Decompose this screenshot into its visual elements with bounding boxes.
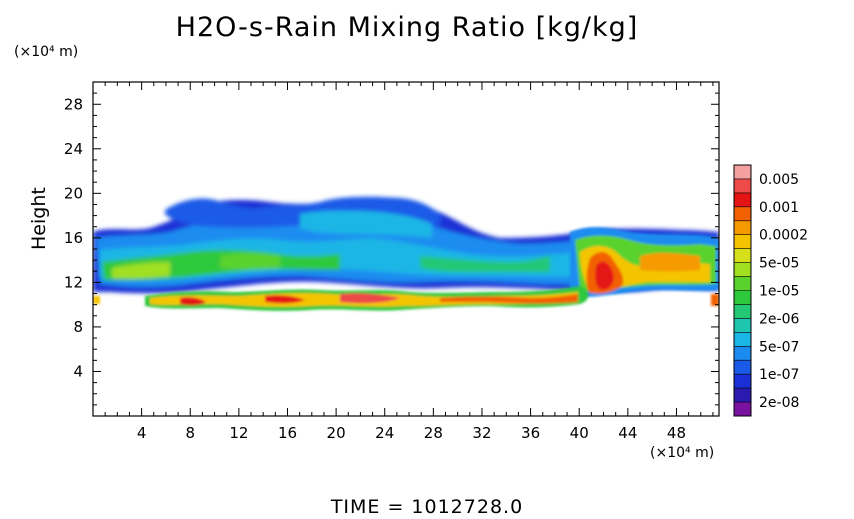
colorbar-swatch <box>734 262 751 277</box>
x-tick-label: 16 <box>278 424 297 442</box>
x-tick-label: 12 <box>229 424 248 442</box>
colorbar-swatch <box>734 248 751 264</box>
lower-band-region <box>93 286 719 311</box>
colorbar-label: 0.005 <box>759 172 799 188</box>
y-tick-label: 8 <box>73 318 83 336</box>
colorbar-swatch <box>734 360 751 375</box>
colorbar-swatch <box>734 402 751 417</box>
colorbar <box>733 164 752 417</box>
colorbar-swatch <box>734 192 751 208</box>
colorbar-swatch <box>734 290 751 305</box>
colorbar-label: 2e-06 <box>759 311 799 327</box>
colorbar-label: 1e-07 <box>759 367 799 383</box>
field-layer <box>93 196 719 311</box>
colorbar-swatch <box>734 318 751 333</box>
colorbar-label: 5e-05 <box>759 256 799 272</box>
y-tick-label: 20 <box>64 184 83 202</box>
colorbar-swatch <box>734 304 751 319</box>
x-tick-label: 36 <box>521 424 540 442</box>
x-tick-label: 24 <box>375 424 394 442</box>
x-tick-label: 32 <box>472 424 491 442</box>
colorbar-frame <box>733 164 752 417</box>
colorbar-label: 0.001 <box>759 200 799 216</box>
colorbar-swatch <box>734 332 751 347</box>
y-tick-label: 28 <box>64 95 83 113</box>
colorbar-swatch <box>734 178 751 194</box>
colorbar-swatch <box>734 346 751 361</box>
colorbar-swatch <box>734 374 751 389</box>
chart-title: H2O-s-Rain Mixing Ratio [kg/kg] <box>175 12 639 43</box>
x-tick-label: 28 <box>424 424 443 442</box>
colorbar-labels: 0.005 0.001 0.0002 5e-05 1e-05 2e-06 5e-07 1e-0… <box>759 172 808 411</box>
colorbar-swatch <box>734 220 751 236</box>
x-tick-label: 4 <box>137 424 147 442</box>
colorbar-swatch <box>734 206 751 222</box>
x-tick-label: 48 <box>667 424 686 442</box>
colorbar-swatch <box>734 276 751 291</box>
x-tick-label: 8 <box>185 424 195 442</box>
y-tick-label: 4 <box>73 362 83 380</box>
x-axis-unit: (×10⁴ m) <box>650 445 715 461</box>
colorbar-label: 1e-05 <box>759 284 799 300</box>
x-tick-label: 20 <box>327 424 346 442</box>
axis-ticks <box>93 82 719 416</box>
y-tick-label: 12 <box>64 273 83 291</box>
x-tick-label: 40 <box>570 424 589 442</box>
colorbar-label: 0.0002 <box>759 228 808 244</box>
colorbar-label: 2e-08 <box>759 395 799 411</box>
upper-layer-region <box>93 196 719 294</box>
colorbar-swatch <box>734 234 751 250</box>
colorbar-label: 5e-07 <box>759 339 799 355</box>
convective-core-region <box>570 227 719 297</box>
x-tick-label: 44 <box>618 424 637 442</box>
y-axis-unit: (×10⁴ m) <box>14 44 79 60</box>
colorbar-swatch <box>734 388 751 403</box>
colorbar-swatch <box>734 165 751 180</box>
y-tick-label: 16 <box>64 229 83 247</box>
time-stamp: TIME = 1012728.0 <box>330 496 524 518</box>
y-tick-label: 24 <box>64 140 83 158</box>
